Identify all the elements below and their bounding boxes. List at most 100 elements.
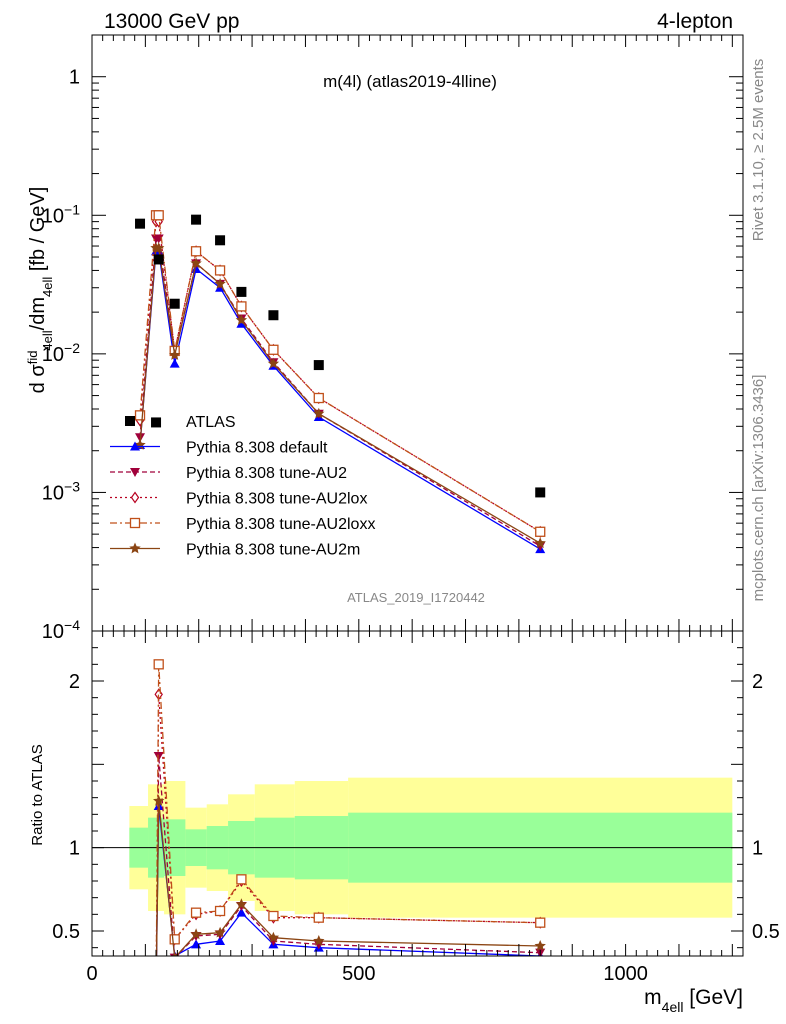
ratio-point-pythia-8-308-tune-au2loxx [153, 659, 164, 670]
main-point-pythia-8-308-tune-au2m [267, 357, 280, 369]
main-point-pythia-8-308-tune-au2loxx [153, 210, 164, 221]
ratio-point-pythia-8-308-tune-au2m [534, 940, 546, 951]
data-point-atlas [153, 254, 164, 265]
ratio-y-tick-label-right: 2 [752, 671, 763, 693]
legend-label-pythia-8-308-tune-au2: Pythia 8.308 tune-AU2 [186, 465, 347, 482]
main-point-pythia-8-308-tune-au2 [153, 234, 164, 244]
main-y-tick-label: 10−2 [42, 340, 80, 366]
data-point-atlas [236, 286, 247, 297]
ratio-line-pythia-8-308-tune-au2m [155, 800, 541, 956]
main-point-pythia-8-308-tune-au2m [153, 242, 165, 253]
ratio-y-tick-label-left: 1 [69, 838, 80, 860]
main-y-tick-label: 10−3 [42, 478, 80, 504]
ratio-point-pythia-8-308-tune-au2loxx [236, 874, 247, 885]
legend-label-atlas: ATLAS [186, 414, 236, 431]
ratio-series-group [134, 659, 546, 1015]
main-point-pythia-8-308-default [191, 263, 202, 273]
legend-marker-pythia-8-308-tune-au2 [130, 468, 140, 477]
ratio-point-pythia-8-308-tune-au2 [151, 994, 161, 1003]
legend-label-pythia-8-308-tune-au2m: Pythia 8.308 tune-AU2m [186, 542, 360, 559]
ratio-point-pythia-8-308-tune-au2m [313, 935, 325, 946]
ratio-point-pythia-8-308-tune-au2m [169, 951, 181, 956]
x-tick-label: 0 [86, 963, 97, 985]
data-point-atlas [215, 235, 226, 246]
ratio-y-tick-label-right: 1 [752, 838, 763, 860]
header-left: 13000 GeV pp [104, 10, 239, 33]
ratio-frame [91, 630, 744, 957]
main-y-tick-label: 10−1 [42, 201, 80, 227]
data-point-atlas [169, 298, 180, 309]
ratio-point-pythia-8-308-tune-au2loxx [169, 934, 180, 945]
main-point-pythia-8-308-tune-au2loxx [535, 526, 546, 537]
legend-marker-pythia-8-308-tune-au2loxx [129, 517, 141, 529]
data-point-atlas [535, 487, 546, 498]
main-line-pythia-8-308-tune-au2lox [139, 220, 541, 533]
x-tick-label: 1000 [603, 963, 648, 985]
ratio-point-pythia-8-308-tune-au2m [150, 992, 161, 1003]
data-point-atlas [268, 310, 279, 321]
ratio-point-pythia-8-308-tune-au2m [153, 795, 165, 806]
main-y-tick-label: 1 [69, 67, 80, 89]
main-point-pythia-8-308-tune-au2loxx [313, 392, 324, 404]
main-point-pythia-8-308-tune-au2loxx [236, 301, 247, 312]
legend-label-pythia-8-308-tune-au2lox: Pythia 8.308 tune-AU2lox [186, 491, 367, 508]
ratio-point-pythia-8-308-tune-au2loxx [136, 1003, 145, 1012]
ratio-point-pythia-8-308-default [236, 907, 247, 917]
main-y-tick-label: 10−4 [42, 617, 80, 643]
legend: ATLAS Pythia 8.308 default Pythia 8.308 tu… [110, 414, 375, 559]
main-point-pythia-8-308-tune-au2loxx [190, 246, 202, 257]
main-point-pythia-8-308-tune-au2m [190, 257, 202, 269]
main-point-pythia-8-308-default [169, 358, 180, 368]
ratio-y-tick-label-left: 2 [69, 671, 80, 693]
ratio-y-tick-label-right: 0.5 [752, 921, 780, 943]
analysis-watermark: ATLAS_2019_I1720442 [347, 590, 485, 605]
legend-label-pythia-8-308-default: Pythia 8.308 default [186, 440, 328, 457]
ratio-y-tick-label-left: 0.5 [52, 921, 80, 943]
main-point-pythia-8-308-tune-au2m [214, 277, 226, 289]
ratio-point-pythia-8-308-tune-au2loxx [214, 905, 226, 917]
ratio-point-pythia-8-308-tune-au2loxx [313, 912, 324, 923]
main-point-pythia-8-308-tune-au2loxx [214, 265, 226, 276]
main-point-pythia-8-308-tune-au2loxx [134, 410, 146, 421]
legend-marker-pythia-8-308-tune-au2m [129, 542, 141, 554]
ratio-line-pythia-8-308-tune-au2loxx [155, 664, 541, 956]
ratio-point-pythia-8-308-default [151, 993, 161, 1002]
data-point-atlas [135, 218, 146, 229]
legend-label-pythia-8-308-tune-au2loxx: Pythia 8.308 tune-AU2loxx [186, 516, 375, 533]
legend-marker-pythia-8-308-tune-au2lox [130, 491, 140, 504]
x-axis-label: m4ell [GeV] [644, 986, 743, 1015]
axes-group: 0 500 1000 1 10−1 10−2 10−3 10−4 0.5 0.5 1 1 2 2 [42, 34, 780, 985]
main-point-pythia-8-308-tune-au2m [235, 314, 248, 325]
data-point-atlas [151, 417, 162, 428]
ratio-point-pythia-8-308-default [135, 1005, 145, 1014]
legend-marker-atlas [125, 416, 135, 426]
ratio-point-pythia-8-308-tune-au2m [134, 1004, 145, 1015]
rivet-version-label: Rivet 3.1.10, ≥ 2.5M events [750, 59, 767, 242]
ratio-point-pythia-8-308-tune-au2 [135, 1005, 145, 1014]
ratio-point-pythia-8-308-tune-au2m [267, 931, 280, 943]
ratio-point-pythia-8-308-tune-au2m [190, 928, 202, 940]
ratio-point-pythia-8-308-tune-au2loxx [535, 917, 546, 928]
ratio-y-axis-label: Ratio to ATLAS [29, 744, 46, 845]
ratio-point-pythia-8-308-tune-au2m [235, 898, 248, 910]
ratio-point-pythia-8-308-tune-au2loxx [268, 910, 279, 922]
chart-title: m(4l) (atlas2019-4lline) [323, 72, 497, 91]
data-point-atlas [191, 214, 202, 225]
ratio-point-pythia-8-308-tune-au2lox [153, 993, 160, 1003]
main-point-pythia-8-308-tune-au2m [313, 407, 325, 419]
ratio-point-pythia-8-308-tune-au2loxx [190, 907, 202, 918]
mcplots-reference-label: mcplots.cern.ch [arXiv:1306.3436] [750, 375, 767, 602]
main-point-pythia-8-308-tune-au2m [534, 537, 546, 549]
legend-marker-pythia-8-308-default [130, 441, 140, 451]
data-point-atlas [313, 360, 324, 371]
main-point-pythia-8-308-tune-au2loxx [268, 344, 279, 355]
ratio-point-pythia-8-308-tune-au2loxx [152, 993, 161, 1002]
ratio-point-pythia-8-308-tune-au2m [214, 926, 226, 938]
ratio-point-pythia-8-308-default [215, 936, 226, 945]
header-right: 4-lepton [657, 10, 733, 33]
main-point-pythia-8-308-tune-au2m [169, 349, 181, 360]
x-tick-label: 500 [342, 963, 375, 985]
ratio-point-pythia-8-308-tune-au2lox [137, 1003, 144, 1013]
